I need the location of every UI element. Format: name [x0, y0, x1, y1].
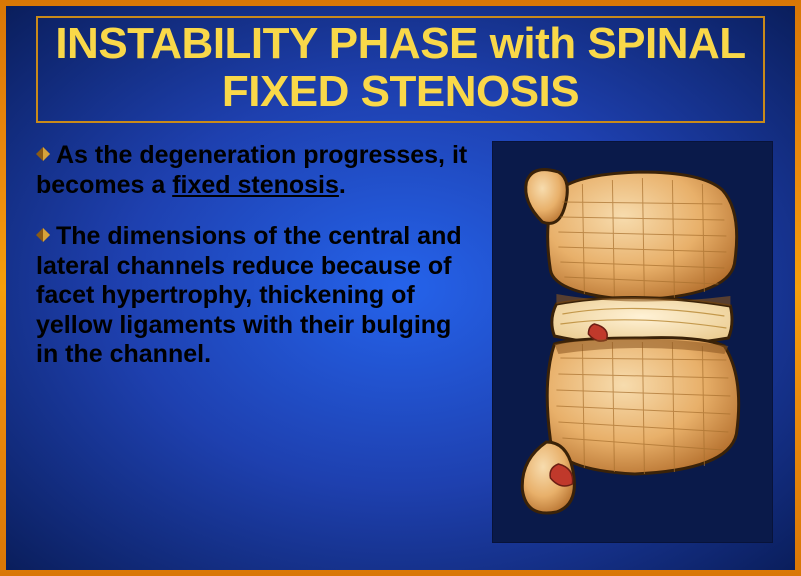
bullet-text-post: . — [339, 171, 346, 199]
text-column: As the degeneration progresses, it becom… — [36, 141, 478, 543]
diamond-bullet-icon — [36, 147, 50, 161]
bullet-text-underlined: fixed stenosis — [172, 171, 339, 199]
vertebra-upper — [526, 170, 737, 300]
bullet-item: As the degeneration progresses, it becom… — [36, 141, 478, 200]
bullet-text-pre: The dimensions of the central and latera… — [36, 222, 462, 368]
content-row: As the degeneration progresses, it becom… — [18, 131, 783, 543]
diamond-bullet-icon — [36, 228, 50, 242]
spine-figure — [492, 141, 773, 543]
bullet-item: The dimensions of the central and latera… — [36, 222, 478, 370]
vertebra-lower — [522, 338, 738, 513]
spine-svg — [493, 142, 772, 542]
title-box: INSTABILITY PHASE with SPINAL FIXED STEN… — [36, 16, 765, 123]
slide-surface: INSTABILITY PHASE with SPINAL FIXED STEN… — [6, 6, 795, 570]
slide-title: INSTABILITY PHASE with SPINAL FIXED STEN… — [48, 20, 753, 115]
title-wrap: INSTABILITY PHASE with SPINAL FIXED STEN… — [18, 6, 783, 131]
